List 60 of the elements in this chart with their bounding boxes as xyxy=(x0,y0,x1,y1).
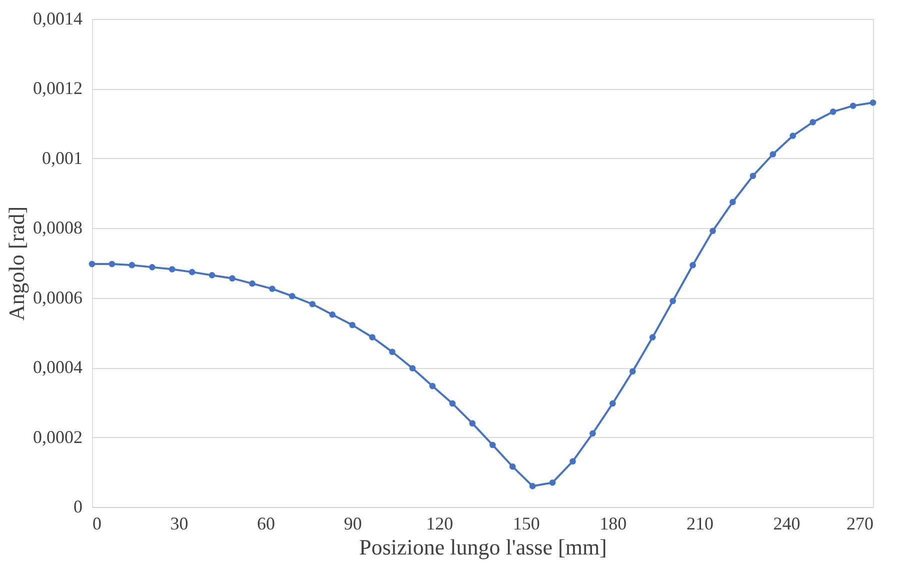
point xyxy=(409,365,416,372)
x-tick-label: 210 xyxy=(686,514,714,534)
point xyxy=(149,264,156,270)
point xyxy=(570,458,576,464)
point xyxy=(509,463,516,470)
y-tick-label: 0,0006 xyxy=(33,287,82,308)
x-tick-label: 150 xyxy=(512,514,540,534)
point xyxy=(429,382,436,390)
y-tick-label: 0,0014 xyxy=(33,8,82,28)
point xyxy=(870,100,876,106)
point xyxy=(289,292,296,300)
point xyxy=(770,151,776,158)
x-tick-label: 270 xyxy=(846,514,874,534)
point xyxy=(449,400,456,407)
point xyxy=(850,102,856,109)
point xyxy=(469,420,476,426)
x-tick-label: 90 xyxy=(344,514,362,534)
y-tick-label: 0,0002 xyxy=(33,426,82,447)
point xyxy=(108,260,116,268)
point xyxy=(750,172,756,180)
point xyxy=(168,266,176,272)
point xyxy=(88,260,96,268)
point xyxy=(269,286,276,292)
point xyxy=(710,228,716,234)
point xyxy=(309,300,316,308)
x-tick-label: 120 xyxy=(426,514,454,534)
point xyxy=(670,298,676,304)
x-tick-label: 0 xyxy=(92,514,102,534)
point xyxy=(329,311,336,318)
point xyxy=(229,275,236,282)
point xyxy=(188,268,196,276)
point xyxy=(529,482,536,490)
point xyxy=(349,322,356,328)
point xyxy=(549,479,556,486)
point xyxy=(649,334,656,340)
point xyxy=(208,272,216,278)
point xyxy=(830,108,836,115)
point xyxy=(590,430,596,437)
y-tick-label: 0 xyxy=(74,496,82,516)
point xyxy=(128,262,136,268)
point xyxy=(489,442,496,448)
y-tick-label: 0,0004 xyxy=(33,357,82,378)
point xyxy=(610,400,616,407)
point xyxy=(369,334,376,340)
x-tick-label: 180 xyxy=(600,514,627,534)
point xyxy=(790,132,796,139)
point xyxy=(389,348,396,356)
y-axis-title: Angolo [rad] xyxy=(4,206,29,321)
x-tick-label: 60 xyxy=(257,514,276,534)
y-tick-label: 0,0012 xyxy=(33,78,82,98)
x-tick-label: 30 xyxy=(170,514,188,534)
point xyxy=(810,119,816,126)
y-tick-label: 0,0008 xyxy=(33,218,82,238)
point xyxy=(690,262,696,268)
y-tick-label: 0,001 xyxy=(42,148,82,168)
x-axis-title: Posizione lungo l'asse [mm] xyxy=(359,534,607,560)
point xyxy=(249,280,256,287)
point xyxy=(629,368,636,375)
point xyxy=(730,198,736,206)
x-tick-label: 240 xyxy=(773,514,800,534)
